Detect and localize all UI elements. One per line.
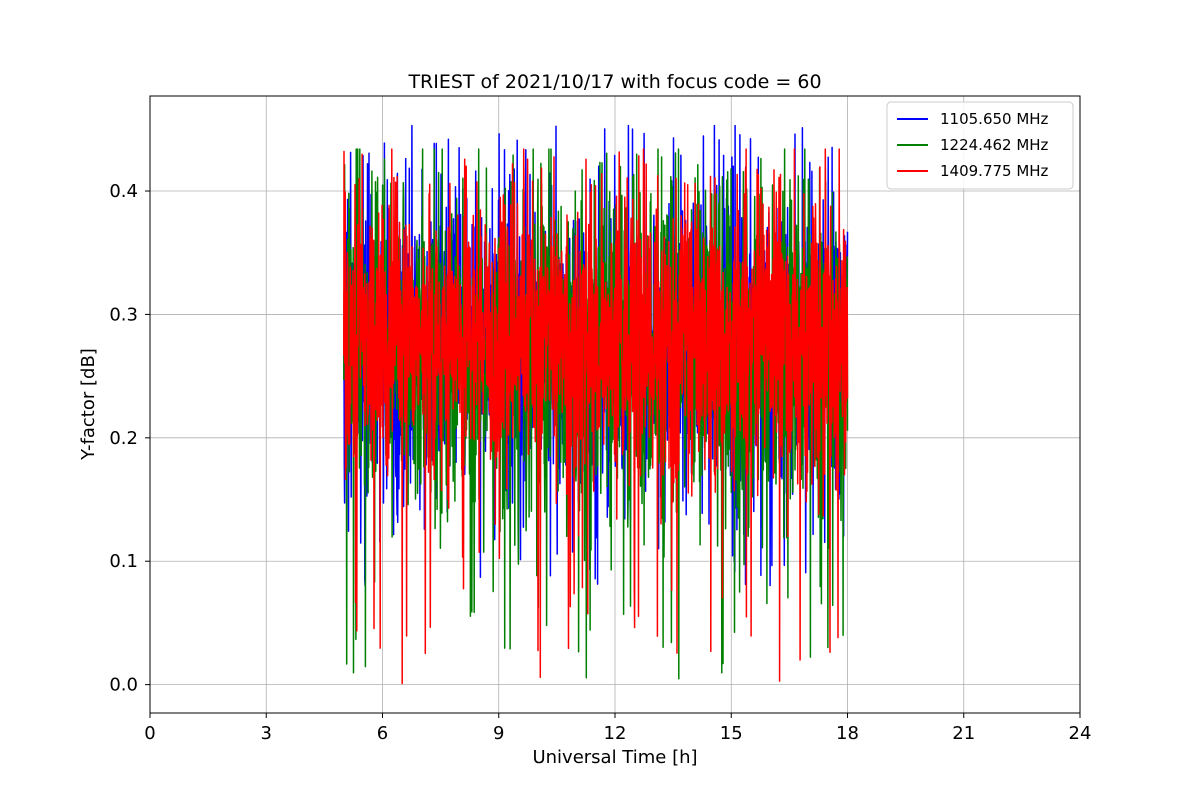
y-tick-label: 0.4	[109, 181, 138, 202]
x-tick-label: 12	[604, 723, 627, 744]
y-tick-label: 0.1	[109, 551, 138, 572]
x-tick-label: 18	[836, 723, 859, 744]
x-tick-label: 15	[720, 723, 743, 744]
legend-label-1409: 1409.775 MHz	[940, 162, 1049, 180]
x-tick-label: 0	[144, 723, 155, 744]
series-line-2	[343, 148, 849, 685]
y-axis-ticks: 0.0 0.1 0.2 0.3 0.4	[109, 181, 150, 696]
y-axis-label: Y-factor [dB]	[78, 348, 99, 461]
x-tick-label: 9	[493, 723, 504, 744]
y-tick-label: 0.0	[109, 675, 138, 696]
legend-box	[886, 101, 1074, 190]
y-tick-label: 0.2	[109, 428, 138, 449]
x-axis-ticks: 0 3 6 9 12 15 18 21 24	[144, 713, 1091, 744]
legend: 1105.650 MHz 1224.462 MHz 1409.775 MHz	[886, 101, 1074, 190]
x-tick-label: 6	[377, 723, 388, 744]
y-tick-label: 0.3	[109, 304, 138, 325]
legend-label-1224: 1224.462 MHz	[940, 136, 1049, 154]
x-tick-label: 3	[261, 723, 272, 744]
x-axis-label: Universal Time [h]	[532, 747, 697, 768]
chart-title: TRIEST of 2021/10/17 with focus code = 6…	[407, 71, 821, 93]
x-tick-label: 24	[1069, 723, 1092, 744]
series-layer	[343, 124, 849, 685]
legend-label-1105: 1105.650 MHz	[940, 110, 1049, 128]
x-tick-label: 21	[952, 723, 975, 744]
